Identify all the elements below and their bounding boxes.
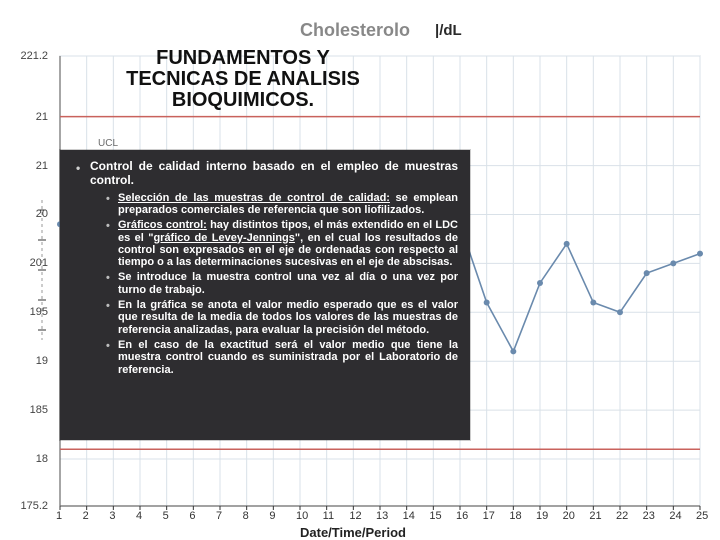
- sub-bullet: • En el caso de la exactitud será el valo…: [106, 339, 458, 376]
- xtick-label: 3: [109, 510, 115, 522]
- ytick-label: 19: [8, 355, 48, 367]
- chart-title-faded: Cholesterolo: [300, 20, 410, 41]
- xtick-label: 24: [669, 510, 681, 522]
- chart-unit: |/dL: [435, 22, 462, 39]
- bullet-icon: •: [106, 340, 110, 352]
- xtick-label: 8: [243, 510, 249, 522]
- xtick-label: 10: [296, 510, 308, 522]
- xtick-label: 22: [616, 510, 628, 522]
- xtick-label: 2: [83, 510, 89, 522]
- bullet-icon: •: [106, 193, 110, 205]
- xtick-label: 11: [323, 510, 334, 522]
- xtick-label: 13: [376, 510, 388, 522]
- xtick-label: 14: [403, 510, 415, 522]
- xtick-label: 15: [429, 510, 441, 522]
- ytick-label: 21: [8, 160, 48, 172]
- title-line-2: TECNICAS DE ANALISIS: [126, 68, 360, 90]
- ytick-label: 221.2: [8, 50, 48, 62]
- sub-bullet-text: En la gráfica se anota el valor medio es…: [118, 299, 458, 336]
- sub-bullet-text: En el caso de la exactitud será el valor…: [118, 339, 458, 376]
- title-line-3: BIOQUIMICOS.: [172, 89, 314, 111]
- bullet-icon: •: [106, 220, 110, 232]
- bullet-icon: •: [106, 300, 110, 312]
- ytick-label: 195: [8, 306, 48, 318]
- xtick-label: 5: [163, 510, 169, 522]
- ytick-label: 21: [8, 111, 48, 123]
- xtick-label: 20: [563, 510, 575, 522]
- ytick-label: 185: [8, 404, 48, 416]
- xtick-label: 16: [456, 510, 468, 522]
- xtick-label: 1: [56, 510, 62, 522]
- ytick-label: 201: [8, 257, 48, 269]
- ytick-label: 175.2: [8, 500, 48, 512]
- xaxis-label: Date/Time/Period: [300, 525, 406, 540]
- sub-bullet-lead: Gráficos control:: [118, 219, 207, 231]
- ucl-label: UCL: [98, 138, 118, 149]
- xtick-label: 19: [536, 510, 548, 522]
- bullet-icon: •: [76, 162, 80, 176]
- stage: Cholesterolo |/dL FUNDAMENTOS Y TECNICAS…: [0, 0, 720, 540]
- sub-bullet-text: Se introduce la muestra control una vez …: [118, 271, 458, 295]
- content-box: • Control de calidad interno basado en e…: [60, 150, 470, 440]
- xtick-label: 23: [643, 510, 655, 522]
- sub-bullet-lead: Selección de las muestras de control de …: [118, 192, 390, 204]
- sub-bullet: • Selección de las muestras de control de…: [106, 192, 458, 217]
- xtick-label: 18: [509, 510, 521, 522]
- slide-title: FUNDAMENTOS Y TECNICAS DE ANALISIS BIOQU…: [98, 48, 388, 111]
- ytick-label: 18: [8, 453, 48, 465]
- sub-bullet: • Se introduce la muestra control una vez…: [106, 271, 458, 296]
- xtick-label: 7: [216, 510, 222, 522]
- main-bullet: • Control de calidad interno basado en e…: [76, 160, 458, 188]
- title-line-1: FUNDAMENTOS Y: [156, 47, 330, 69]
- bullet-icon: •: [106, 272, 110, 284]
- xtick-label: 6: [189, 510, 195, 522]
- sub-bullet-list: • Selección de las muestras de control de…: [76, 192, 458, 376]
- sub-bullet: • En la gráfica se anota el valor medio e…: [106, 299, 458, 336]
- ytick-label: 20: [8, 208, 48, 220]
- xtick-label: 21: [589, 510, 601, 522]
- xtick-label: 4: [136, 510, 142, 522]
- main-bullet-text: Control de calidad interno basado en el …: [90, 159, 458, 187]
- xtick-label: 9: [269, 510, 275, 522]
- xtick-label: 12: [349, 510, 361, 522]
- xtick-label: 17: [483, 510, 495, 522]
- sub-bullet: •Gráficos control: hay distintos tipos, …: [106, 219, 458, 268]
- xtick-label: 25: [696, 510, 708, 522]
